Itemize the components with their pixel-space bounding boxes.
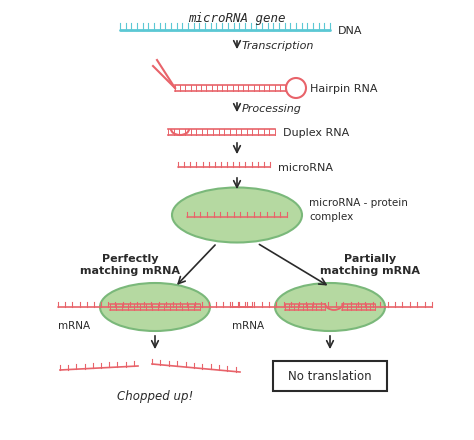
Ellipse shape: [275, 283, 385, 331]
Text: Chopped up!: Chopped up!: [117, 390, 193, 403]
Text: mRNA: mRNA: [58, 321, 90, 331]
Ellipse shape: [172, 187, 302, 242]
Text: Duplex RNA: Duplex RNA: [283, 128, 349, 138]
Ellipse shape: [100, 283, 210, 331]
Text: Processing: Processing: [242, 104, 302, 114]
Text: Hairpin RNA: Hairpin RNA: [310, 84, 377, 94]
Text: microRNA: microRNA: [278, 163, 333, 173]
Text: Transcription: Transcription: [242, 41, 314, 51]
Text: microRNA gene: microRNA gene: [188, 12, 286, 25]
Text: microRNA - protein
complex: microRNA - protein complex: [309, 198, 408, 222]
Text: No translation: No translation: [288, 370, 372, 382]
Text: Partially
matching mRNA: Partially matching mRNA: [320, 254, 420, 276]
FancyBboxPatch shape: [273, 361, 387, 391]
Text: mRNA: mRNA: [232, 321, 264, 331]
Text: Perfectly
matching mRNA: Perfectly matching mRNA: [80, 254, 180, 276]
Text: DNA: DNA: [338, 26, 363, 36]
